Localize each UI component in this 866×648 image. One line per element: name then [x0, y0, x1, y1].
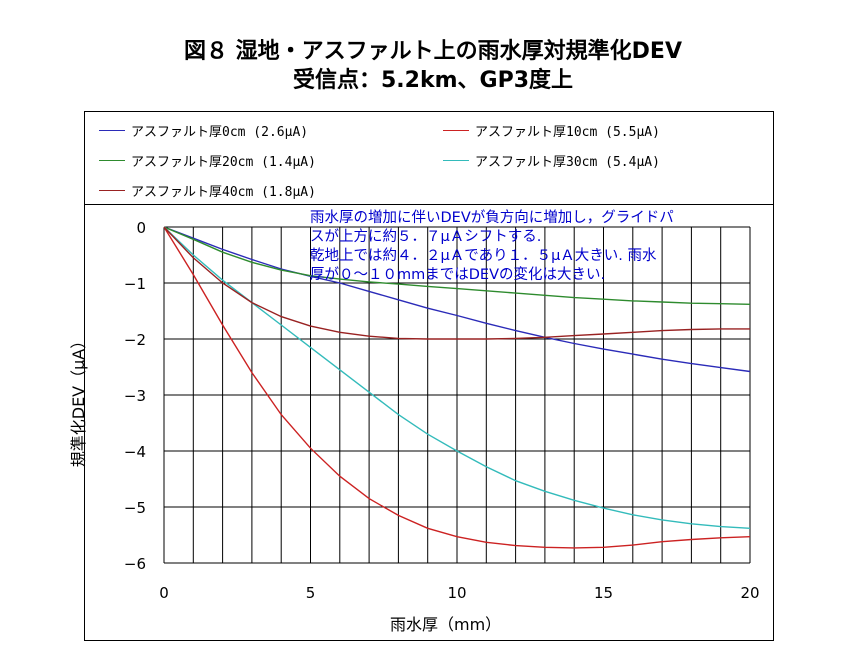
- legend-item-0cm: アスファルト厚0cm (2.6μA): [99, 121, 309, 140]
- chart-title: 図８ 湿地・アスファルト上の雨水厚対規準化DEV: [184, 39, 682, 64]
- legend-item-10cm: アスファルト厚10cm (5.5μA): [443, 121, 660, 140]
- x-tick-label-20: 20: [740, 584, 759, 602]
- legend-line-10cm: [443, 129, 469, 131]
- legend-label-0cm: アスファルト厚0cm (2.6μA): [131, 124, 309, 140]
- y-tick-label-2: −2: [124, 331, 146, 349]
- x-tick-label-15: 15: [594, 584, 613, 602]
- series-line-4: [163, 226, 750, 340]
- y-tick-label-0: 0: [136, 219, 146, 237]
- legend-line-0cm: [99, 129, 125, 131]
- series-line-1: [163, 226, 751, 549]
- legend-label-40cm: アスファルト厚40cm (1.8μA): [131, 184, 316, 200]
- annotation-line-1: 雨水厚の増加に伴いDEVが負方向に増加し，グライドパ: [310, 210, 674, 226]
- series-line-2: [163, 226, 751, 305]
- annotation-line-3: 乾地上では約４．２μＡであり１．５μＡ大きい. 雨水: [310, 248, 657, 264]
- legend-label-10cm: アスファルト厚10cm (5.5μA): [475, 124, 660, 140]
- y-tick-label-6: −6: [124, 555, 146, 573]
- y-tick-label-4: −4: [124, 443, 146, 461]
- legend-line-20cm: [99, 159, 125, 161]
- legend-label-20cm: アスファルト厚20cm (1.4μA): [131, 154, 316, 170]
- legend: アスファルト厚0cm (2.6μA) アスファルト厚10cm (5.5μA) ア…: [84, 111, 774, 205]
- y-tick-label-5: −5: [124, 499, 146, 517]
- chart-subtitle: 受信点：5.2km、GP3度上: [292, 68, 574, 93]
- y-tick-label-3: −3: [124, 387, 146, 405]
- legend-item-30cm: アスファルト厚30cm (5.4μA): [443, 151, 660, 170]
- y-tick-label-1: −1: [124, 275, 146, 293]
- x-tick-label-10: 10: [447, 584, 466, 602]
- legend-line-30cm: [443, 159, 469, 161]
- y-axis-label: 規準化DEV（μA）: [69, 332, 88, 468]
- annotation-line-4: 厚が０～１０mmまではDEVの変化は大きい.: [310, 267, 606, 283]
- x-tick-label-5: 5: [306, 584, 316, 602]
- legend-item-20cm: アスファルト厚20cm (1.4μA): [99, 151, 316, 170]
- annotation-line-2: スが上方に約５．７μＡシフトする.: [310, 229, 542, 245]
- series-line-3: [163, 226, 751, 529]
- legend-item-40cm: アスファルト厚40cm (1.8μA): [99, 181, 316, 200]
- x-axis-label: 雨水厚（mm）: [390, 615, 502, 634]
- legend-label-30cm: アスファルト厚30cm (5.4μA): [475, 154, 660, 170]
- legend-line-40cm: [99, 189, 125, 191]
- x-tick-label-0: 0: [159, 584, 169, 602]
- series-line-0: [163, 226, 751, 373]
- annotation-text: 雨水厚の増加に伴いDEVが負方向に増加し，グライドパ スが上方に約５．７μＡシフ…: [310, 209, 755, 285]
